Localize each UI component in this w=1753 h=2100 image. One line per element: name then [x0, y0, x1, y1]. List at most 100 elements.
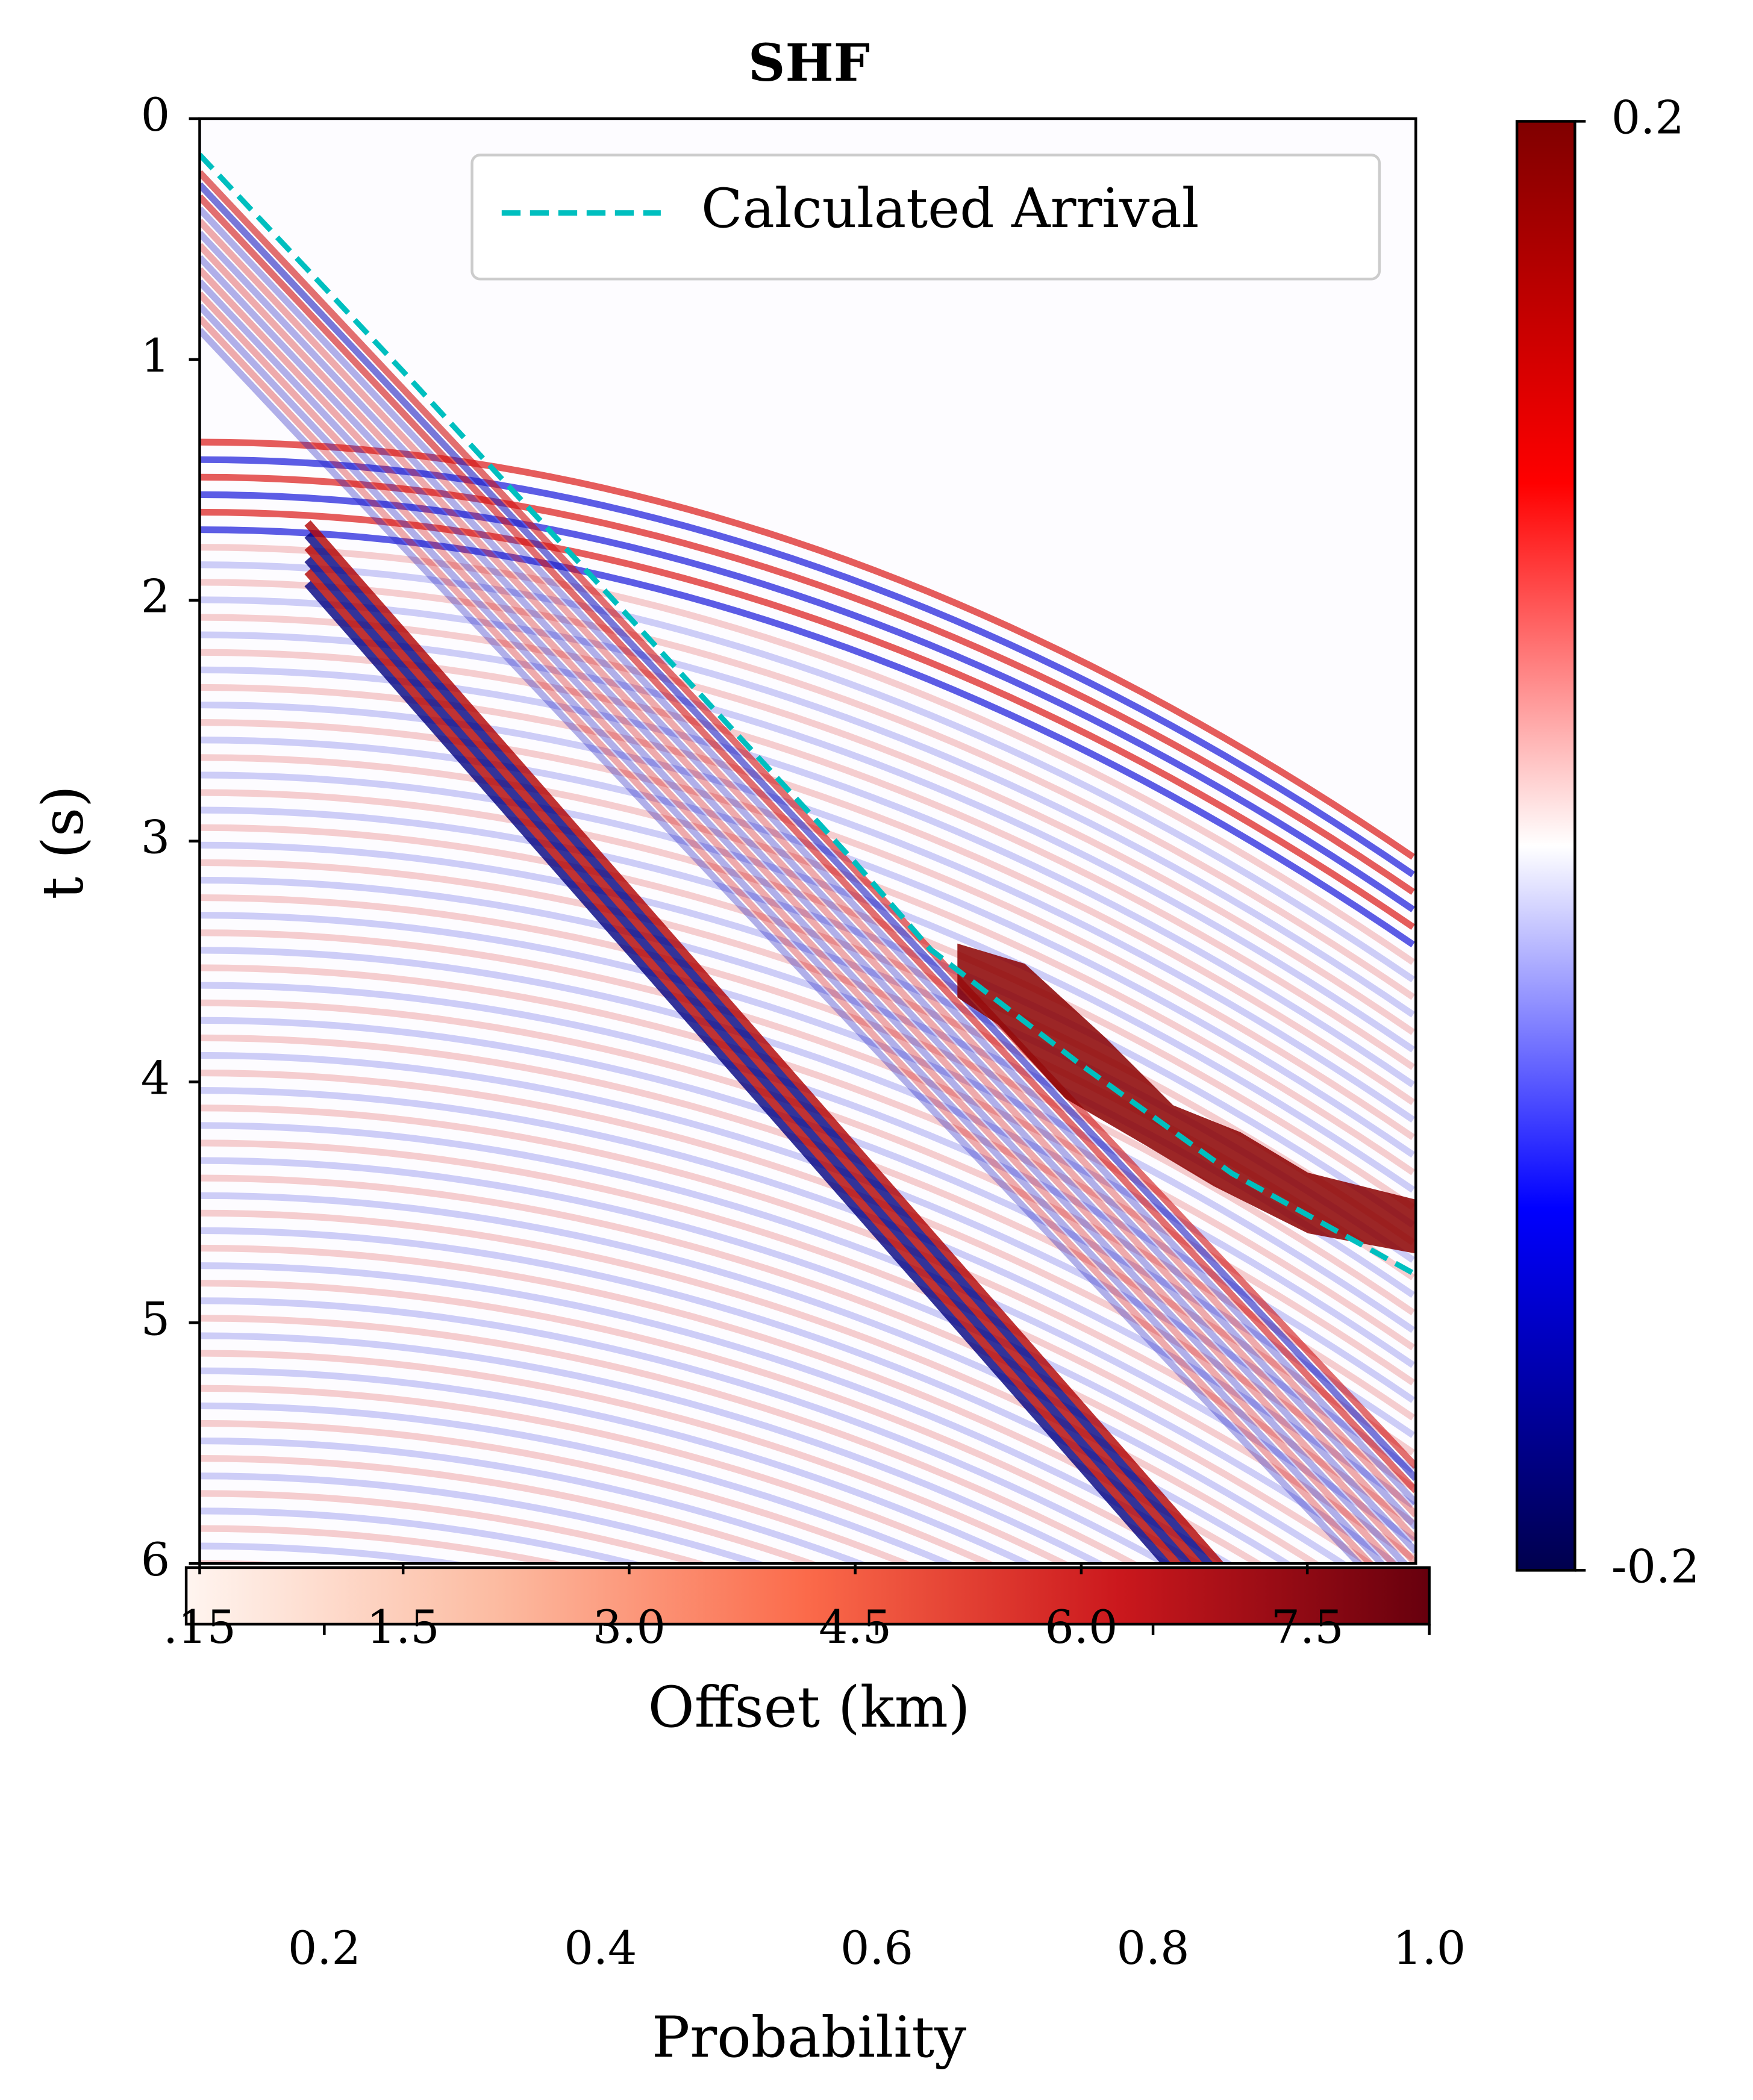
probability-label: Probability — [652, 2005, 966, 2070]
texture-stripe — [199, 1087, 1415, 1509]
texture-stripe — [199, 1402, 957, 1564]
x-tick-label: 1.5 — [367, 1600, 440, 1654]
arrival-line — [199, 152, 1416, 1277]
texture-stripe — [199, 1598, 1413, 2013]
colorbar-tick-label: 1.0 — [1393, 1921, 1466, 1975]
x-tick-label: 6.0 — [1045, 1600, 1117, 1654]
seismic-image — [199, 170, 1416, 2013]
texture-stripe — [199, 1350, 1072, 1564]
x-tick-label: 3.0 — [593, 1600, 666, 1654]
probability-colorbar — [184, 1566, 1431, 1626]
texture-stripe — [199, 929, 1415, 1351]
texture-stripe — [199, 684, 1415, 1105]
texture-stripe — [199, 508, 1415, 930]
texture-band — [199, 231, 1416, 1530]
texture-stripe — [199, 1209, 1322, 1564]
texture-stripe — [199, 596, 1415, 1018]
texture-stripe — [199, 1472, 769, 1564]
texture-stripe — [199, 1315, 1140, 1564]
texture-band — [199, 328, 1364, 1564]
legend-label: Calculated Arrival — [701, 178, 1199, 240]
texture-stripe — [199, 1157, 1402, 1564]
texture-stripe — [199, 438, 1415, 860]
texture-band — [304, 520, 1225, 1564]
texture-stripe — [199, 1122, 1415, 1544]
texture-stripe — [199, 1192, 1349, 1564]
texture-stripe — [199, 544, 1415, 965]
x-tick-label: 4.5 — [819, 1600, 892, 1654]
colorbar-tick-label: 0.2 — [1611, 90, 1684, 144]
x-axis-label: Offset (km) — [648, 1675, 970, 1740]
y-tick-label: 6 — [141, 1533, 170, 1586]
texture-stripe — [199, 561, 1415, 983]
texture-stripe — [199, 579, 1415, 1000]
texture-band — [304, 532, 1214, 1564]
colorbar-tick-label: 0.6 — [840, 1921, 913, 1975]
texture-band — [304, 581, 1172, 1564]
texture-stripe — [199, 771, 1415, 1193]
colorbar-tick-label: 0.8 — [1117, 1921, 1190, 1975]
y-tick-label: 4 — [141, 1051, 170, 1105]
texture-stripe — [199, 824, 1415, 1245]
texture-stripe — [199, 1490, 711, 1564]
texture-stripe — [199, 473, 1415, 895]
plot-marks — [199, 152, 1416, 1277]
texture-band — [199, 194, 1416, 1494]
chart-title: SHF — [748, 33, 870, 93]
texture-stripe — [199, 1105, 1415, 1526]
texture-band — [304, 556, 1193, 1564]
texture-band — [199, 207, 1416, 1506]
texture-band — [199, 170, 1416, 1469]
amplitude-colorbar — [1515, 120, 1576, 1572]
colorbar-tick-label: 0.2 — [288, 1921, 361, 1975]
texture-band — [199, 267, 1416, 1564]
texture-band — [199, 291, 1398, 1564]
texture-band — [199, 304, 1387, 1564]
y-tick-label: 3 — [141, 811, 170, 864]
texture-stripe — [199, 912, 1415, 1333]
texture-band — [304, 569, 1183, 1564]
texture-stripe — [199, 1525, 569, 1564]
texture-stripe — [199, 1419, 914, 1564]
texture-band — [199, 219, 1416, 1518]
texture-stripe — [199, 894, 1415, 1316]
texture-band — [199, 316, 1375, 1564]
texture-stripe — [199, 1227, 1293, 1564]
texture-stripe — [199, 1367, 1035, 1564]
legend: Calculated Arrival — [470, 154, 1381, 281]
texture-band — [199, 279, 1410, 1564]
texture-stripe — [199, 456, 1415, 877]
texture-stripe — [199, 1297, 1173, 1564]
y-tick-label: 5 — [141, 1292, 170, 1345]
texture-stripe — [199, 947, 1415, 1368]
texture-stripe — [199, 1542, 472, 1564]
texture-band — [199, 182, 1416, 1482]
colorbar-tick-label: 0.4 — [564, 1921, 637, 1975]
x-tick-label: 7.5 — [1271, 1600, 1344, 1654]
texture-stripe — [199, 1244, 1264, 1564]
y-tick-label: 0 — [141, 88, 170, 142]
texture-stripe — [199, 1280, 1204, 1564]
texture-stripe — [199, 1069, 1415, 1491]
colorbar-tick-label: -0.2 — [1611, 1539, 1700, 1593]
texture-stripe — [199, 1332, 1107, 1564]
texture-band — [199, 243, 1416, 1542]
texture-stripe — [199, 526, 1415, 948]
texture-stripe — [199, 806, 1415, 1228]
texture-stripe — [199, 1437, 869, 1564]
texture-band — [199, 255, 1416, 1554]
y-tick-label: 2 — [141, 570, 170, 623]
texture-stripe — [199, 789, 1415, 1210]
texture-stripe — [199, 1507, 646, 1564]
probability-band — [957, 943, 1416, 1254]
texture-stripe — [199, 1455, 821, 1564]
texture-stripe — [199, 1174, 1376, 1564]
legend-box — [470, 154, 1381, 281]
texture-stripe — [199, 1385, 997, 1564]
y-tick-label: 1 — [141, 329, 170, 382]
y-axis-label: t (s) — [31, 785, 96, 899]
texture-stripe — [199, 491, 1415, 912]
texture-stripe — [199, 1139, 1415, 1561]
texture-band — [304, 544, 1204, 1564]
